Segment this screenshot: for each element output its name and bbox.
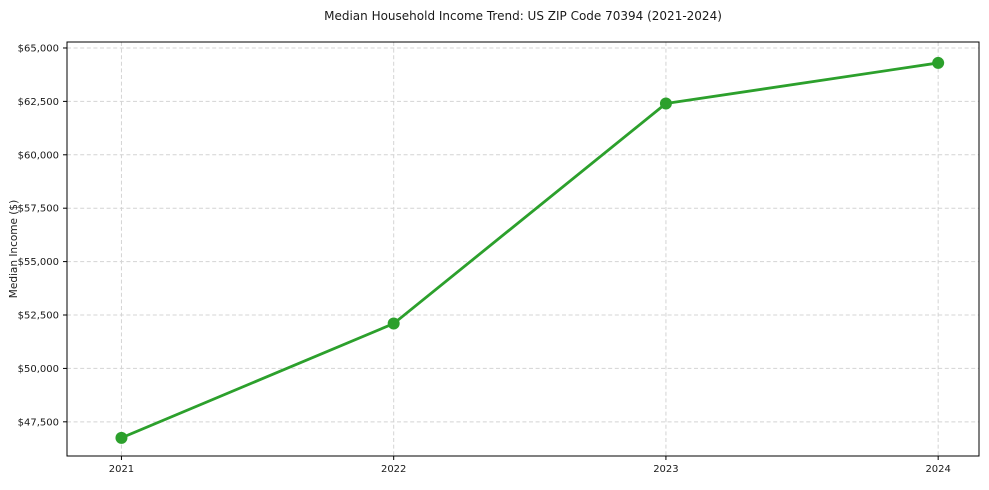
data-point-2021 — [115, 431, 128, 444]
y-tick-label: $47,500 — [18, 417, 59, 428]
y-tick-label: $50,000 — [18, 364, 59, 375]
y-tick-label: $52,500 — [18, 311, 59, 322]
y-tick-label: $55,000 — [18, 257, 59, 268]
y-tick-label: $57,500 — [18, 204, 59, 215]
data-point-2022 — [387, 317, 400, 330]
y-tick-label: $60,000 — [18, 150, 59, 161]
x-tick-label: 2021 — [109, 464, 134, 475]
y-tick-label: $65,000 — [18, 43, 59, 54]
trend-line — [120, 61, 940, 440]
chart-title: Median Household Income Trend: US ZIP Co… — [324, 9, 722, 23]
axes-spines — [66, 41, 980, 457]
data-point-2023 — [659, 97, 672, 110]
x-tick-label: 2022 — [381, 464, 406, 475]
data-point-2024 — [932, 56, 945, 69]
y-tick-label: $62,500 — [18, 97, 59, 108]
x-tick-label: 2024 — [925, 464, 950, 475]
x-tick-label: 2023 — [653, 464, 678, 475]
